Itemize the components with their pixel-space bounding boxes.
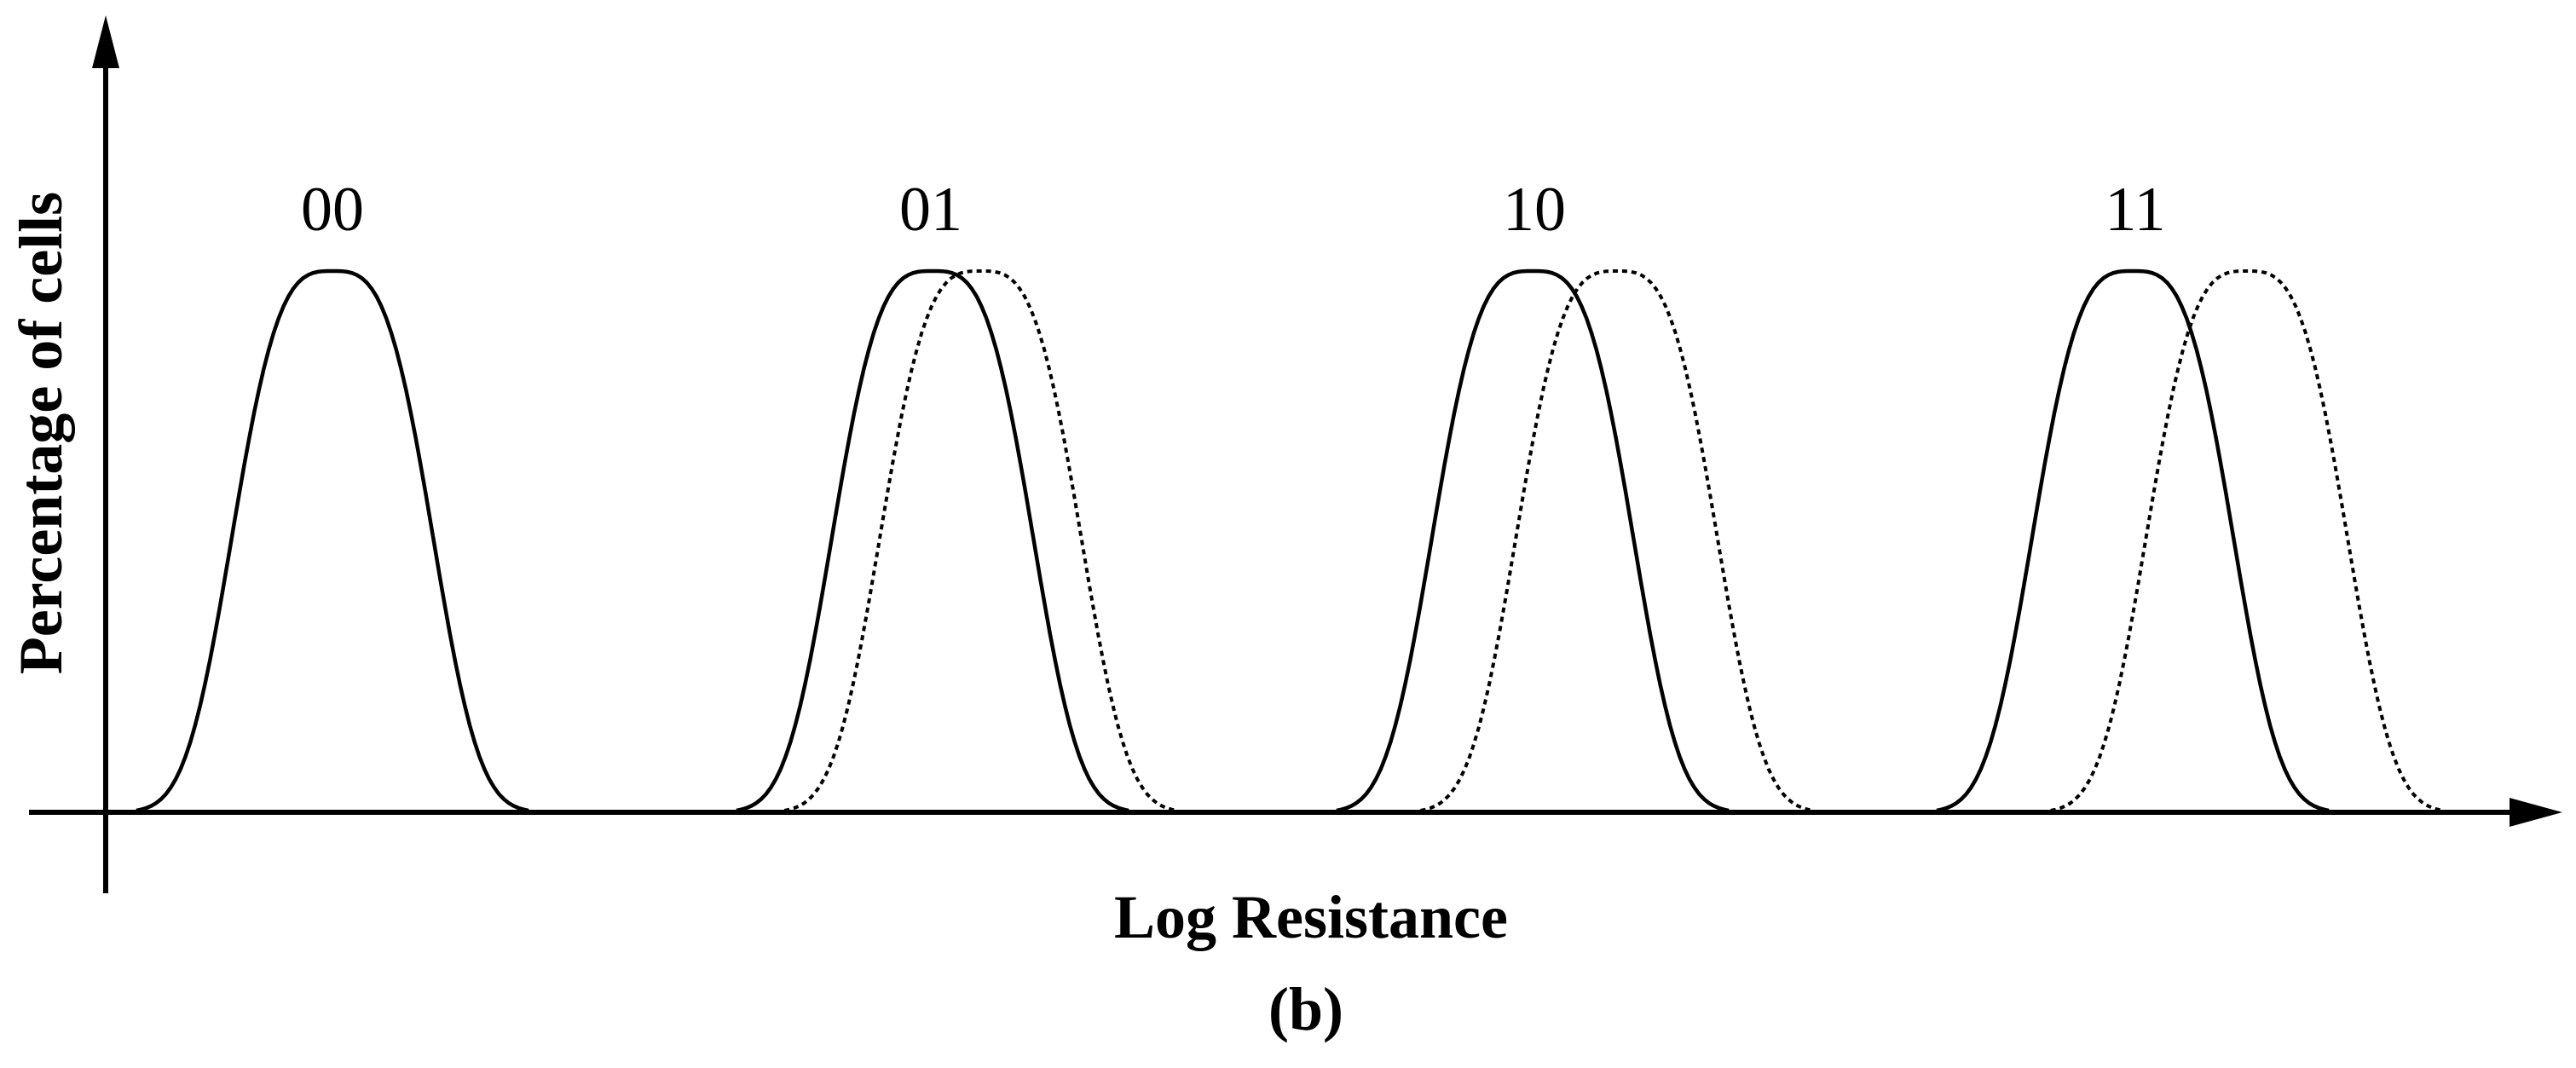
distribution-curve-01-solid	[736, 268, 1129, 813]
distribution-curves	[136, 268, 2444, 813]
y-axis-title: Percentage of cells	[7, 192, 75, 674]
state-label-10: 10	[1503, 175, 1566, 245]
distribution-curve-10-solid	[1336, 268, 1730, 813]
state-label-11: 11	[2105, 175, 2165, 245]
x-axis-title: Log Resistance	[1114, 883, 1508, 951]
y-axis-arrow	[92, 15, 119, 68]
distribution-curve-11-dotted	[2050, 269, 2444, 812]
distribution-curve-01-dotted	[783, 269, 1177, 812]
panel-label: (b)	[1268, 975, 1343, 1043]
distribution-curve-00-solid	[136, 268, 529, 813]
distribution-curve-11-solid	[1936, 268, 2330, 813]
distribution-curve-10-dotted	[1420, 269, 1814, 812]
state-label-00: 00	[301, 175, 364, 245]
x-axis-arrow	[2510, 798, 2562, 827]
state-label-01: 01	[899, 175, 962, 245]
